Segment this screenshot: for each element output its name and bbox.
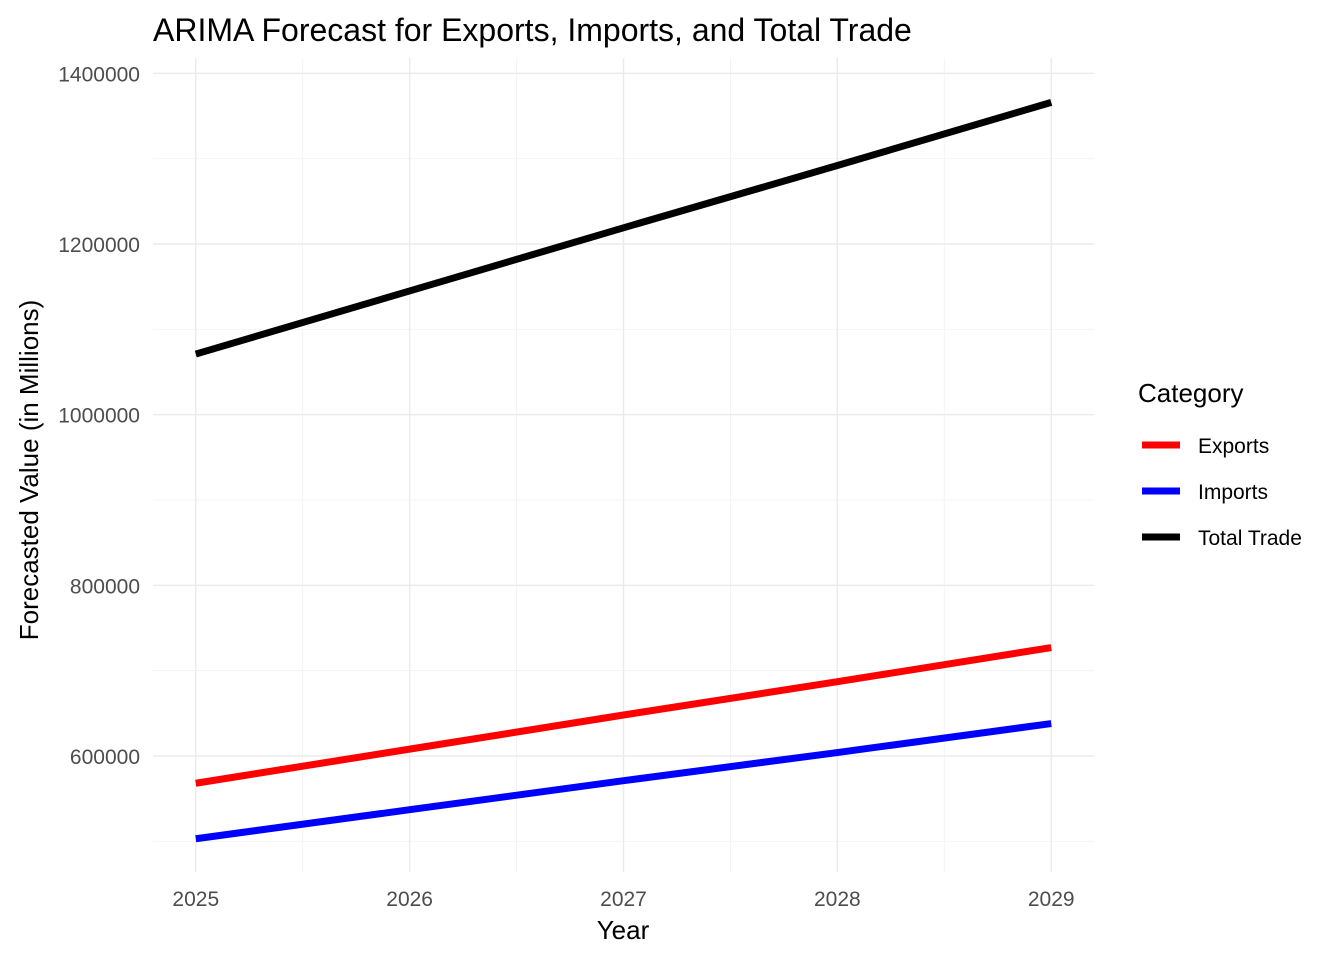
- legend-title: Category: [1138, 378, 1244, 408]
- y-axis-title: Forecasted Value (in Millions): [14, 300, 44, 641]
- grid: [153, 58, 1094, 872]
- legend-label-imports: Imports: [1198, 481, 1268, 504]
- chart-title: ARIMA Forecast for Exports, Imports, and…: [153, 12, 912, 48]
- series-line-imports: [195, 720, 1052, 843]
- series-line-exports: [195, 644, 1052, 787]
- y-tick-label: 1200000: [58, 234, 140, 257]
- legend-item-exports: Exports: [1142, 435, 1269, 458]
- legend-label-total-trade: Total Trade: [1198, 527, 1302, 550]
- legend: Category Exports Imports Total Trade: [1138, 378, 1302, 550]
- y-tick-label: 1400000: [58, 63, 140, 86]
- y-tick-label: 1000000: [58, 405, 140, 428]
- x-tick-label: 2028: [814, 888, 861, 911]
- x-tick-label: 2027: [600, 888, 647, 911]
- y-tick-label: 600000: [70, 746, 140, 769]
- legend-item-imports: Imports: [1142, 481, 1268, 504]
- x-axis-title: Year: [597, 915, 650, 945]
- y-axis-ticks: 600000 800000 1000000 1200000 1400000: [58, 63, 140, 769]
- series-lines: [194, 99, 1053, 843]
- y-tick-label: 800000: [70, 575, 140, 598]
- legend-label-exports: Exports: [1198, 435, 1269, 458]
- legend-items: Exports Imports Total Trade: [1142, 435, 1302, 550]
- x-tick-label: 2029: [1028, 888, 1075, 911]
- legend-item-total-trade: Total Trade: [1142, 527, 1302, 550]
- x-tick-label: 2025: [172, 888, 219, 911]
- x-axis-ticks: 2025 2026 2027 2028 2029: [172, 888, 1074, 911]
- series-line-total-trade: [194, 99, 1053, 358]
- x-tick-label: 2026: [386, 888, 433, 911]
